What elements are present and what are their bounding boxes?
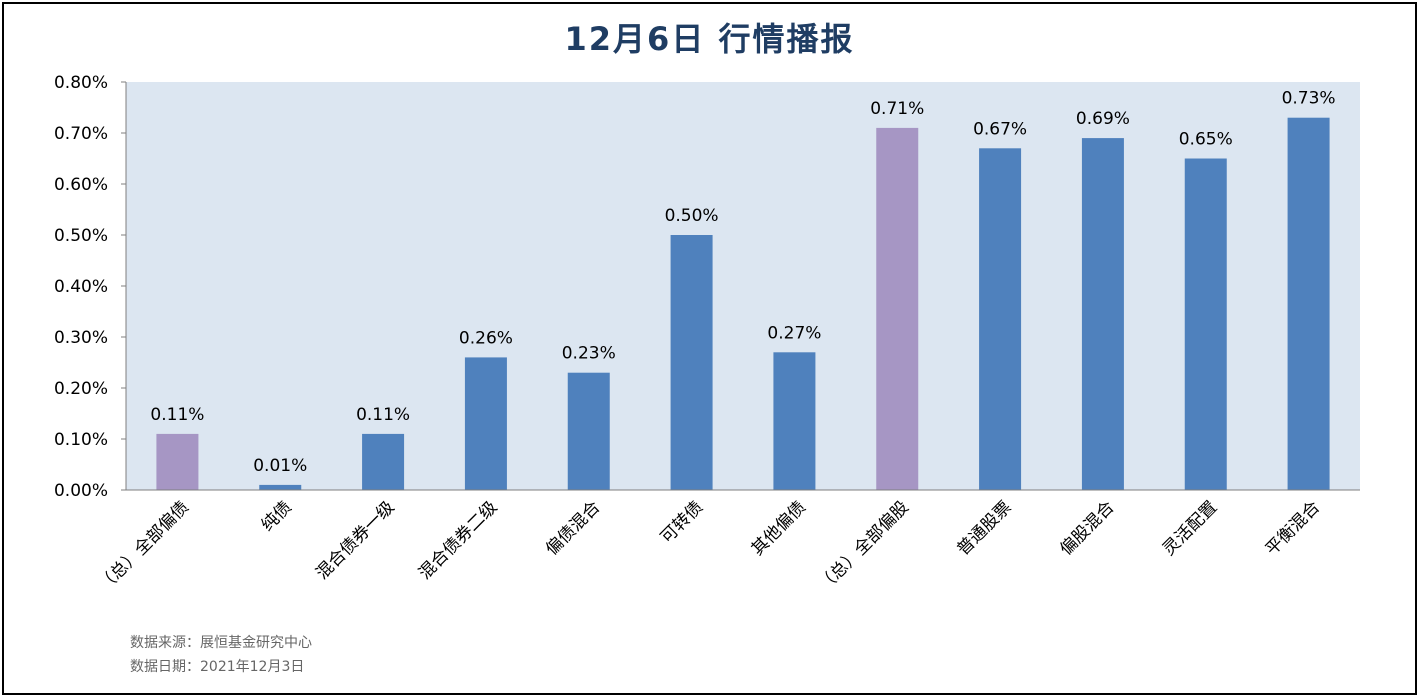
chart-title: 12月6日 行情播报 <box>564 20 855 58</box>
y-axis: 0.00% 0.10% 0.20% 0.30% 0.40% 0.50% 0.60% 0.70%… <box>54 73 126 501</box>
data-label: 0.73% <box>1282 89 1336 109</box>
category-label: 灵活配置 <box>1159 497 1221 559</box>
data-label: 0.71% <box>870 99 924 119</box>
bar <box>1287 117 1330 490</box>
bars <box>156 117 1330 491</box>
category-label: 其他偏债 <box>748 497 810 559</box>
y-tick-label: 0.80% <box>54 73 108 93</box>
category-label: 偏股混合 <box>1056 497 1118 559</box>
bar <box>1184 158 1227 490</box>
bar <box>1081 138 1124 490</box>
plot-area <box>126 82 1360 490</box>
y-tick-label: 0.20% <box>54 379 108 399</box>
data-label: 0.50% <box>665 206 719 226</box>
category-label: （总）全部偏股 <box>814 497 912 595</box>
bar <box>362 433 405 490</box>
y-tick-label: 0.70% <box>54 124 108 144</box>
x-axis-categories: （总）全部偏债 纯债 混合债券一级 混合债券二级 偏债混合 可转债 其他偏债 （总）全部偏股普… <box>95 497 1324 595</box>
data-labels: 0.11% 0.01% 0.11% 0.26% 0.23% 0.50% 0.27% 0.71%… <box>150 89 1335 476</box>
category-label: 混合债券二级 <box>415 497 501 583</box>
bar <box>464 357 507 490</box>
bar <box>979 148 1022 491</box>
y-tick-label: 0.50% <box>54 226 108 246</box>
date-note: 数据日期：2021年12月3日 <box>130 659 305 675</box>
bar <box>670 235 713 490</box>
bar <box>259 484 302 490</box>
data-label: 0.69% <box>1076 109 1130 129</box>
category-label: （总）全部偏债 <box>95 497 193 595</box>
bar <box>876 127 919 491</box>
category-label: 偏债混合 <box>542 497 604 559</box>
data-label: 0.11% <box>150 405 204 425</box>
y-tick-label: 0.00% <box>54 481 108 501</box>
bar <box>156 433 199 490</box>
y-tick-label: 0.60% <box>54 175 108 195</box>
data-label: 0.65% <box>1179 130 1233 150</box>
category-label: 可转债 <box>657 497 707 547</box>
data-label: 0.01% <box>253 456 307 476</box>
bar <box>773 352 816 490</box>
data-label: 0.26% <box>459 328 513 348</box>
category-label: 平衡混合 <box>1262 497 1324 559</box>
data-label: 0.67% <box>973 119 1027 139</box>
category-label: 纯债 <box>258 497 296 535</box>
bar <box>567 372 610 490</box>
source-note: 数据来源：展恒基金研究中心 <box>130 635 312 651</box>
category-label: 混合债券一级 <box>312 497 398 583</box>
y-tick-label: 0.40% <box>54 277 108 297</box>
category-label: 普通股票 <box>953 497 1015 559</box>
data-label: 0.23% <box>562 344 616 364</box>
data-label: 0.11% <box>356 405 410 425</box>
y-tick-label: 0.30% <box>54 328 108 348</box>
y-tick-label: 0.10% <box>54 430 108 450</box>
data-label: 0.27% <box>767 323 821 343</box>
